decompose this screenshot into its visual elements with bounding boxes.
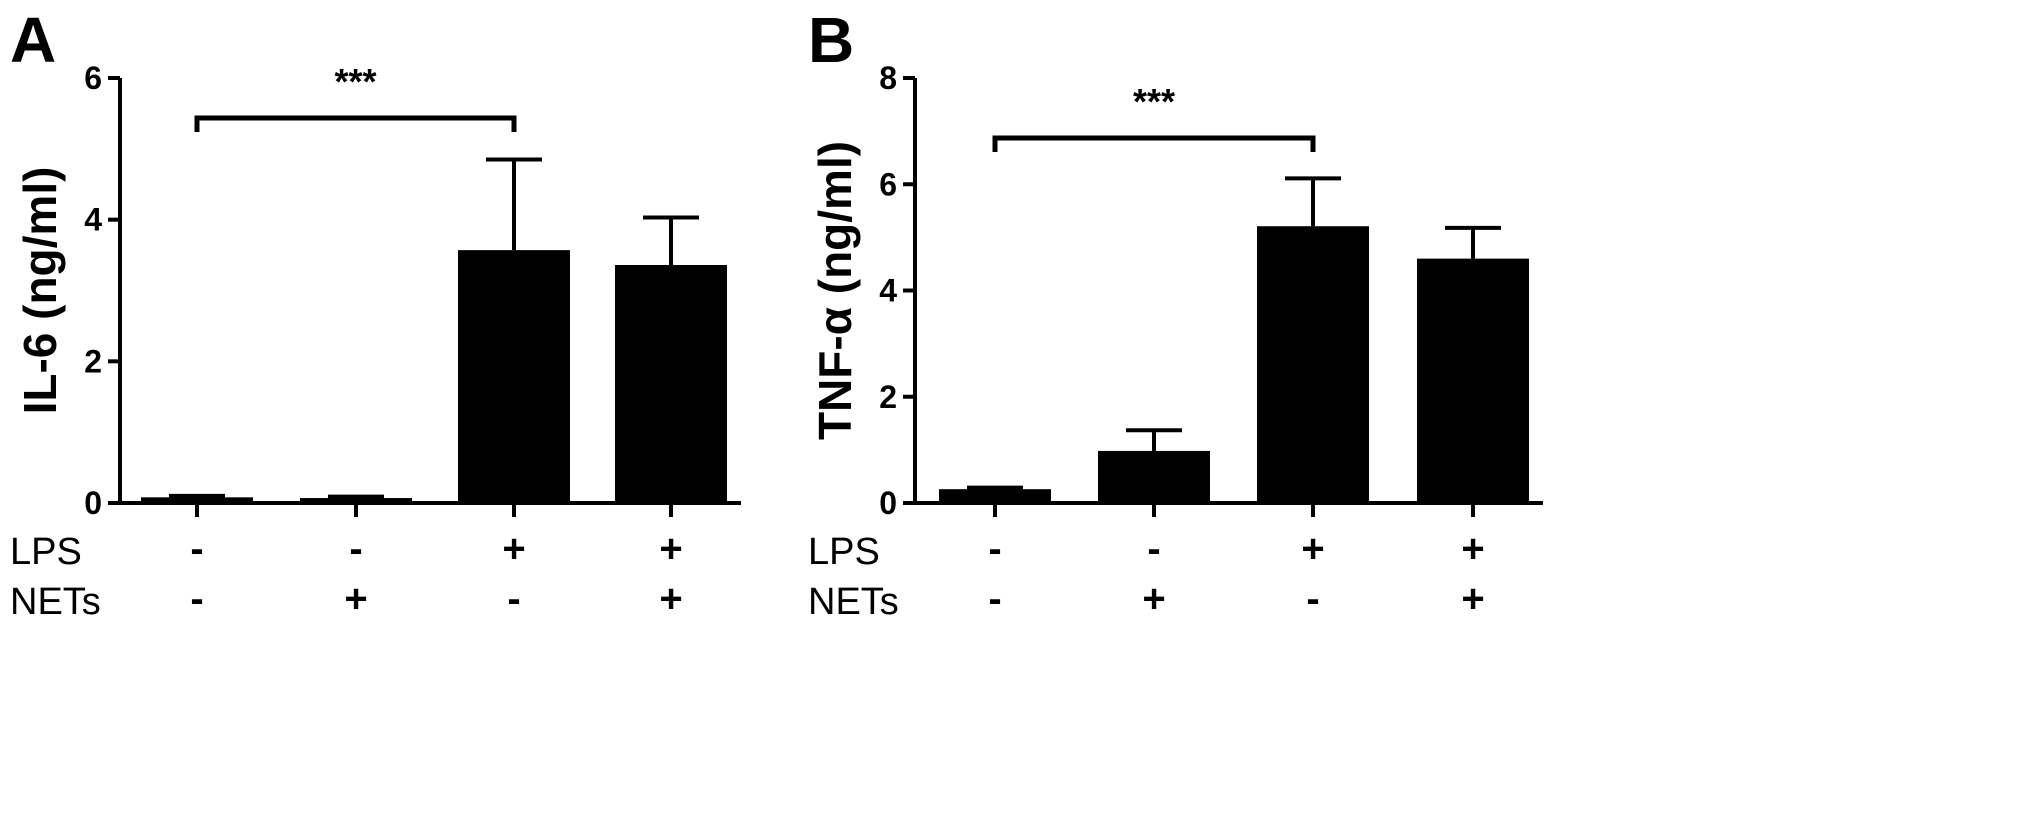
bar bbox=[615, 265, 727, 503]
y-tick-label: 2 bbox=[84, 343, 102, 379]
row-label: NETs bbox=[10, 581, 101, 623]
significance-label: *** bbox=[1133, 81, 1175, 122]
condition-sign: + bbox=[1461, 527, 1484, 571]
condition-sign: + bbox=[1301, 527, 1324, 571]
bar bbox=[300, 498, 412, 503]
y-axis-label: TNF-α (ng/ml) bbox=[809, 141, 861, 440]
significance-bracket bbox=[194, 115, 517, 132]
condition-sign: - bbox=[507, 577, 520, 621]
significance-bracket bbox=[992, 135, 1316, 152]
y-tick-label: 8 bbox=[879, 60, 897, 96]
y-tick-label: 6 bbox=[84, 60, 102, 96]
bar bbox=[141, 497, 253, 503]
row-label: LPS bbox=[10, 531, 82, 573]
y-tick-label: 0 bbox=[84, 485, 102, 521]
condition-sign: - bbox=[190, 527, 203, 571]
significance-label: *** bbox=[334, 61, 376, 102]
bar bbox=[458, 250, 570, 503]
y-tick-label: 2 bbox=[879, 379, 897, 415]
panel-letter: B bbox=[808, 4, 854, 76]
y-tick-label: 4 bbox=[879, 273, 897, 309]
y-tick-label: 0 bbox=[879, 485, 897, 521]
condition-sign: - bbox=[1306, 577, 1319, 621]
bar bbox=[1417, 258, 1529, 503]
y-tick-label: 4 bbox=[84, 202, 102, 238]
panel-letter: A bbox=[10, 4, 56, 76]
condition-sign: - bbox=[349, 527, 362, 571]
condition-sign: - bbox=[988, 577, 1001, 621]
row-label: NETs bbox=[808, 581, 899, 623]
condition-sign: + bbox=[1461, 577, 1484, 621]
condition-sign: + bbox=[1142, 577, 1165, 621]
bar bbox=[939, 489, 1051, 503]
condition-sign: + bbox=[659, 527, 682, 571]
y-axis-label: IL-6 (ng/ml) bbox=[14, 167, 66, 415]
y-tick-label: 6 bbox=[879, 166, 897, 202]
row-label: LPS bbox=[808, 531, 880, 573]
condition-sign: - bbox=[1147, 527, 1160, 571]
condition-sign: + bbox=[344, 577, 367, 621]
bar bbox=[1098, 450, 1210, 503]
condition-sign: - bbox=[190, 577, 203, 621]
condition-sign: + bbox=[502, 527, 525, 571]
condition-sign: + bbox=[659, 577, 682, 621]
condition-sign: - bbox=[988, 527, 1001, 571]
bar bbox=[1257, 226, 1369, 503]
